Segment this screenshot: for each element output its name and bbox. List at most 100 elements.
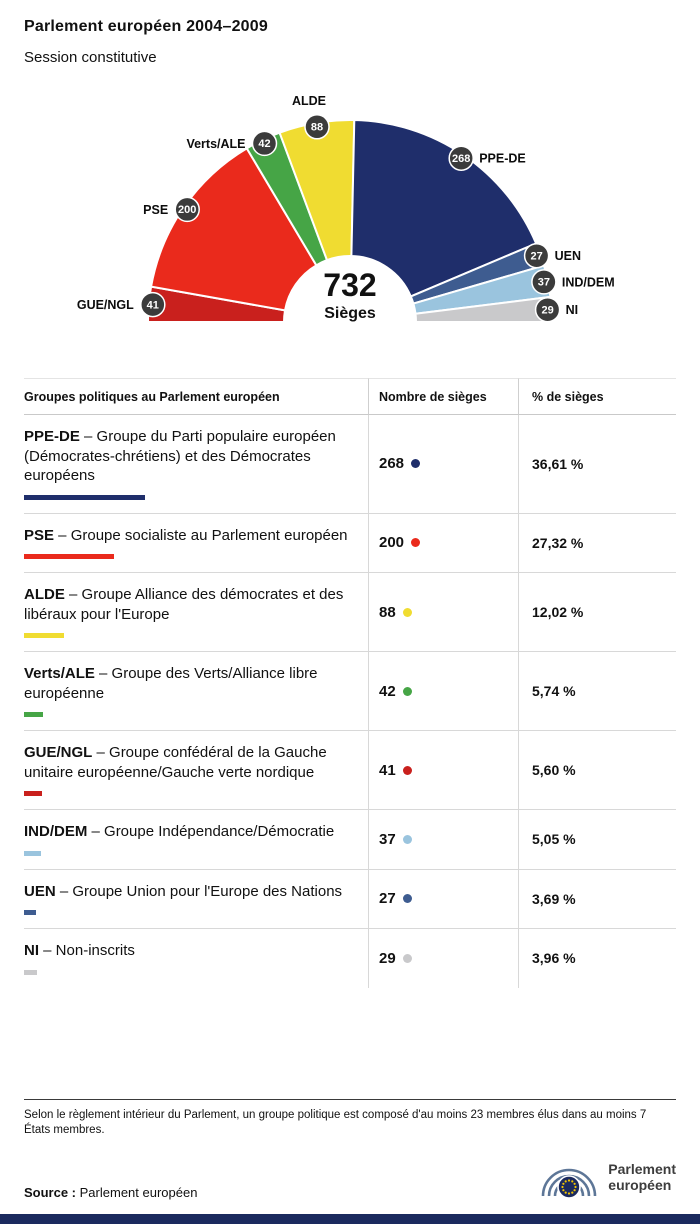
- group-color-dot: [402, 834, 412, 844]
- seat-badge-UEN: [523, 242, 550, 269]
- group-abbr: ALDE: [24, 586, 65, 603]
- table-header-seats: Nombre de sièges: [368, 378, 518, 415]
- group-title: ALDE – Groupe Alliance des démocrates et…: [24, 586, 344, 623]
- group-label-UEN: UEN: [555, 249, 581, 263]
- table-header-groups: Groupes politiques au Parlement européen: [24, 378, 368, 415]
- group-color-dot: [402, 686, 412, 696]
- group-color-bar: [24, 712, 43, 717]
- group-color-bar: [24, 554, 114, 559]
- seats-value: 88: [379, 603, 396, 621]
- group-label-GUE/NGL: GUE/NGL: [77, 298, 134, 312]
- group-abbr: NI: [24, 942, 39, 959]
- group-label-IND/DEM: IND/DEM: [562, 275, 615, 289]
- table-row-seats-cell: 268: [368, 415, 518, 514]
- table-row-name-cell: PSE – Groupe socialiste au Parlement eur…: [24, 514, 368, 573]
- seat-badge-IND/DEM: [531, 269, 557, 295]
- table-row-seats-cell: 200: [368, 513, 518, 573]
- seat-badge-GUE/NGL: [140, 291, 166, 318]
- hemicycle-chart: 41 GUE/NGL 200 PSE 42 Verts/ALE 88 ALDE 268 PPE-D…: [0, 80, 700, 328]
- group-title: UEN – Groupe Union pour l'Europe des Nat…: [24, 882, 343, 900]
- table-row-name-cell: GUE/NGL – Groupe confédéral de la Gauche…: [24, 731, 368, 810]
- group-abbr: PSE: [24, 526, 55, 544]
- group-label-PSE: PSE: [143, 203, 168, 217]
- table-row-pct-cell: 3,96 %: [518, 929, 676, 988]
- group-abbr: GUE/NGL: [24, 744, 93, 761]
- group-label-NI: NI: [566, 303, 579, 317]
- group-color-dot: [411, 459, 421, 469]
- page-header: Parlement européen 2004–2009 Session con…: [0, 0, 700, 68]
- seats-value: 27: [379, 890, 396, 908]
- seat-badge-Verts/ALE: [251, 130, 278, 157]
- ep-logo-line1: Parlement: [608, 1161, 676, 1177]
- seats-value: 29: [379, 949, 396, 967]
- group-title: NI – Non-inscrits: [24, 942, 135, 959]
- table-row-pct-cell: 36,61 %: [518, 415, 676, 514]
- seat-badge-PSE: [174, 196, 200, 223]
- ep-logo: Parlement européen: [539, 1154, 676, 1200]
- group-title: PPE-DE – Groupe du Parti populaire europ…: [24, 428, 336, 484]
- group-color-dot: [411, 538, 421, 548]
- page-title: Parlement européen 2004–2009: [24, 18, 268, 35]
- seat-count: 88: [311, 122, 323, 134]
- table-row-pct-cell: 3,69 %: [518, 869, 676, 929]
- seat-count: 37: [538, 277, 550, 289]
- group-color-dot: [402, 894, 412, 904]
- group-title: Verts/ALE – Groupe des Verts/Alliance li…: [24, 665, 318, 702]
- table-row-pct-cell: 27,32 %: [518, 513, 676, 573]
- table-row-seats-cell: 88: [368, 573, 518, 652]
- ep-logo-text: Parlement européen: [608, 1161, 676, 1193]
- group-abbr: PPE-DE: [24, 428, 80, 445]
- seats-value: 268: [379, 455, 405, 473]
- table-row-name-cell: NI – Non-inscrits: [24, 929, 368, 988]
- group-abbr: UEN: [24, 882, 56, 900]
- source: Source : Parlement européen: [24, 1185, 197, 1200]
- table-header-pct: % de sièges: [518, 378, 676, 415]
- table-row-pct-cell: 5,05 %: [518, 810, 676, 870]
- group-title: PSE – Groupe socialiste au Parlement eur…: [24, 526, 348, 544]
- group-title: GUE/NGL – Groupe confédéral de la Gauche…: [24, 744, 327, 781]
- group-color-bar: [24, 910, 36, 915]
- table-row-name-cell: ALDE – Groupe Alliance des démocrates et…: [24, 573, 368, 652]
- table-row-seats-cell: 42: [368, 652, 518, 731]
- group-abbr: IND/DEM: [24, 823, 88, 840]
- group-color-dot: [402, 953, 412, 963]
- ep-logo-mark: [541, 1168, 597, 1199]
- segment-PSE: [149, 147, 318, 312]
- page-subtitle: Session constitutive: [24, 49, 157, 66]
- total-seats-value: 732: [323, 267, 376, 303]
- eu-stars: [561, 1179, 577, 1195]
- hemicycle-svg: 41 GUE/NGL 200 PSE 42 Verts/ALE 88 ALDE 268 PPE-D…: [77, 94, 615, 323]
- seat-badge-ALDE: [304, 114, 330, 140]
- group-color-dot: [402, 607, 412, 617]
- seat-badge-NI: [534, 296, 561, 323]
- seat-count: 200: [178, 204, 196, 216]
- seat-count: 29: [541, 305, 553, 317]
- table-row-name-cell: PPE-DE – Groupe du Parti populaire europ…: [24, 415, 368, 514]
- table-row-name-cell: Verts/ALE – Groupe des Verts/Alliance li…: [24, 652, 368, 731]
- table-row-seats-cell: 27: [368, 869, 518, 929]
- seat-count: 41: [147, 299, 159, 311]
- table-row-pct-cell: 5,74 %: [518, 652, 676, 731]
- footnote: Selon le règlement intérieur du Parlemen…: [24, 1109, 647, 1136]
- group-color-bar: [24, 791, 42, 796]
- table-row-pct-cell: 5,60 %: [518, 731, 676, 810]
- source-value: Parlement européen: [79, 1185, 198, 1200]
- group-color-bar: [24, 969, 37, 975]
- seats-value: 200: [379, 534, 405, 552]
- group-color-dot: [402, 765, 412, 775]
- seats-value: 37: [379, 830, 396, 848]
- footer-divider: [24, 1099, 676, 1100]
- group-color-bar: [24, 494, 145, 500]
- segment-PPE-DE: [350, 118, 538, 298]
- seats-value: 41: [379, 761, 396, 779]
- table-row-seats-cell: 29: [368, 929, 518, 988]
- seat-count: 42: [258, 138, 270, 150]
- table-row-name-cell: UEN – Groupe Union pour l'Europe des Nat…: [24, 870, 368, 929]
- group-abbr: Verts/ALE: [24, 665, 95, 682]
- total-seats-label: Sièges: [324, 305, 376, 322]
- group-color-bar: [24, 850, 41, 856]
- source-row: Source : Parlement européen Parlement: [24, 1154, 676, 1200]
- page-footer: Selon le règlement intérieur du Parlemen…: [0, 1099, 700, 1224]
- group-label-PPE-DE: PPE-DE: [479, 152, 526, 166]
- table-row-name-cell: IND/DEM – Groupe Indépendance/Démocratie: [24, 810, 368, 870]
